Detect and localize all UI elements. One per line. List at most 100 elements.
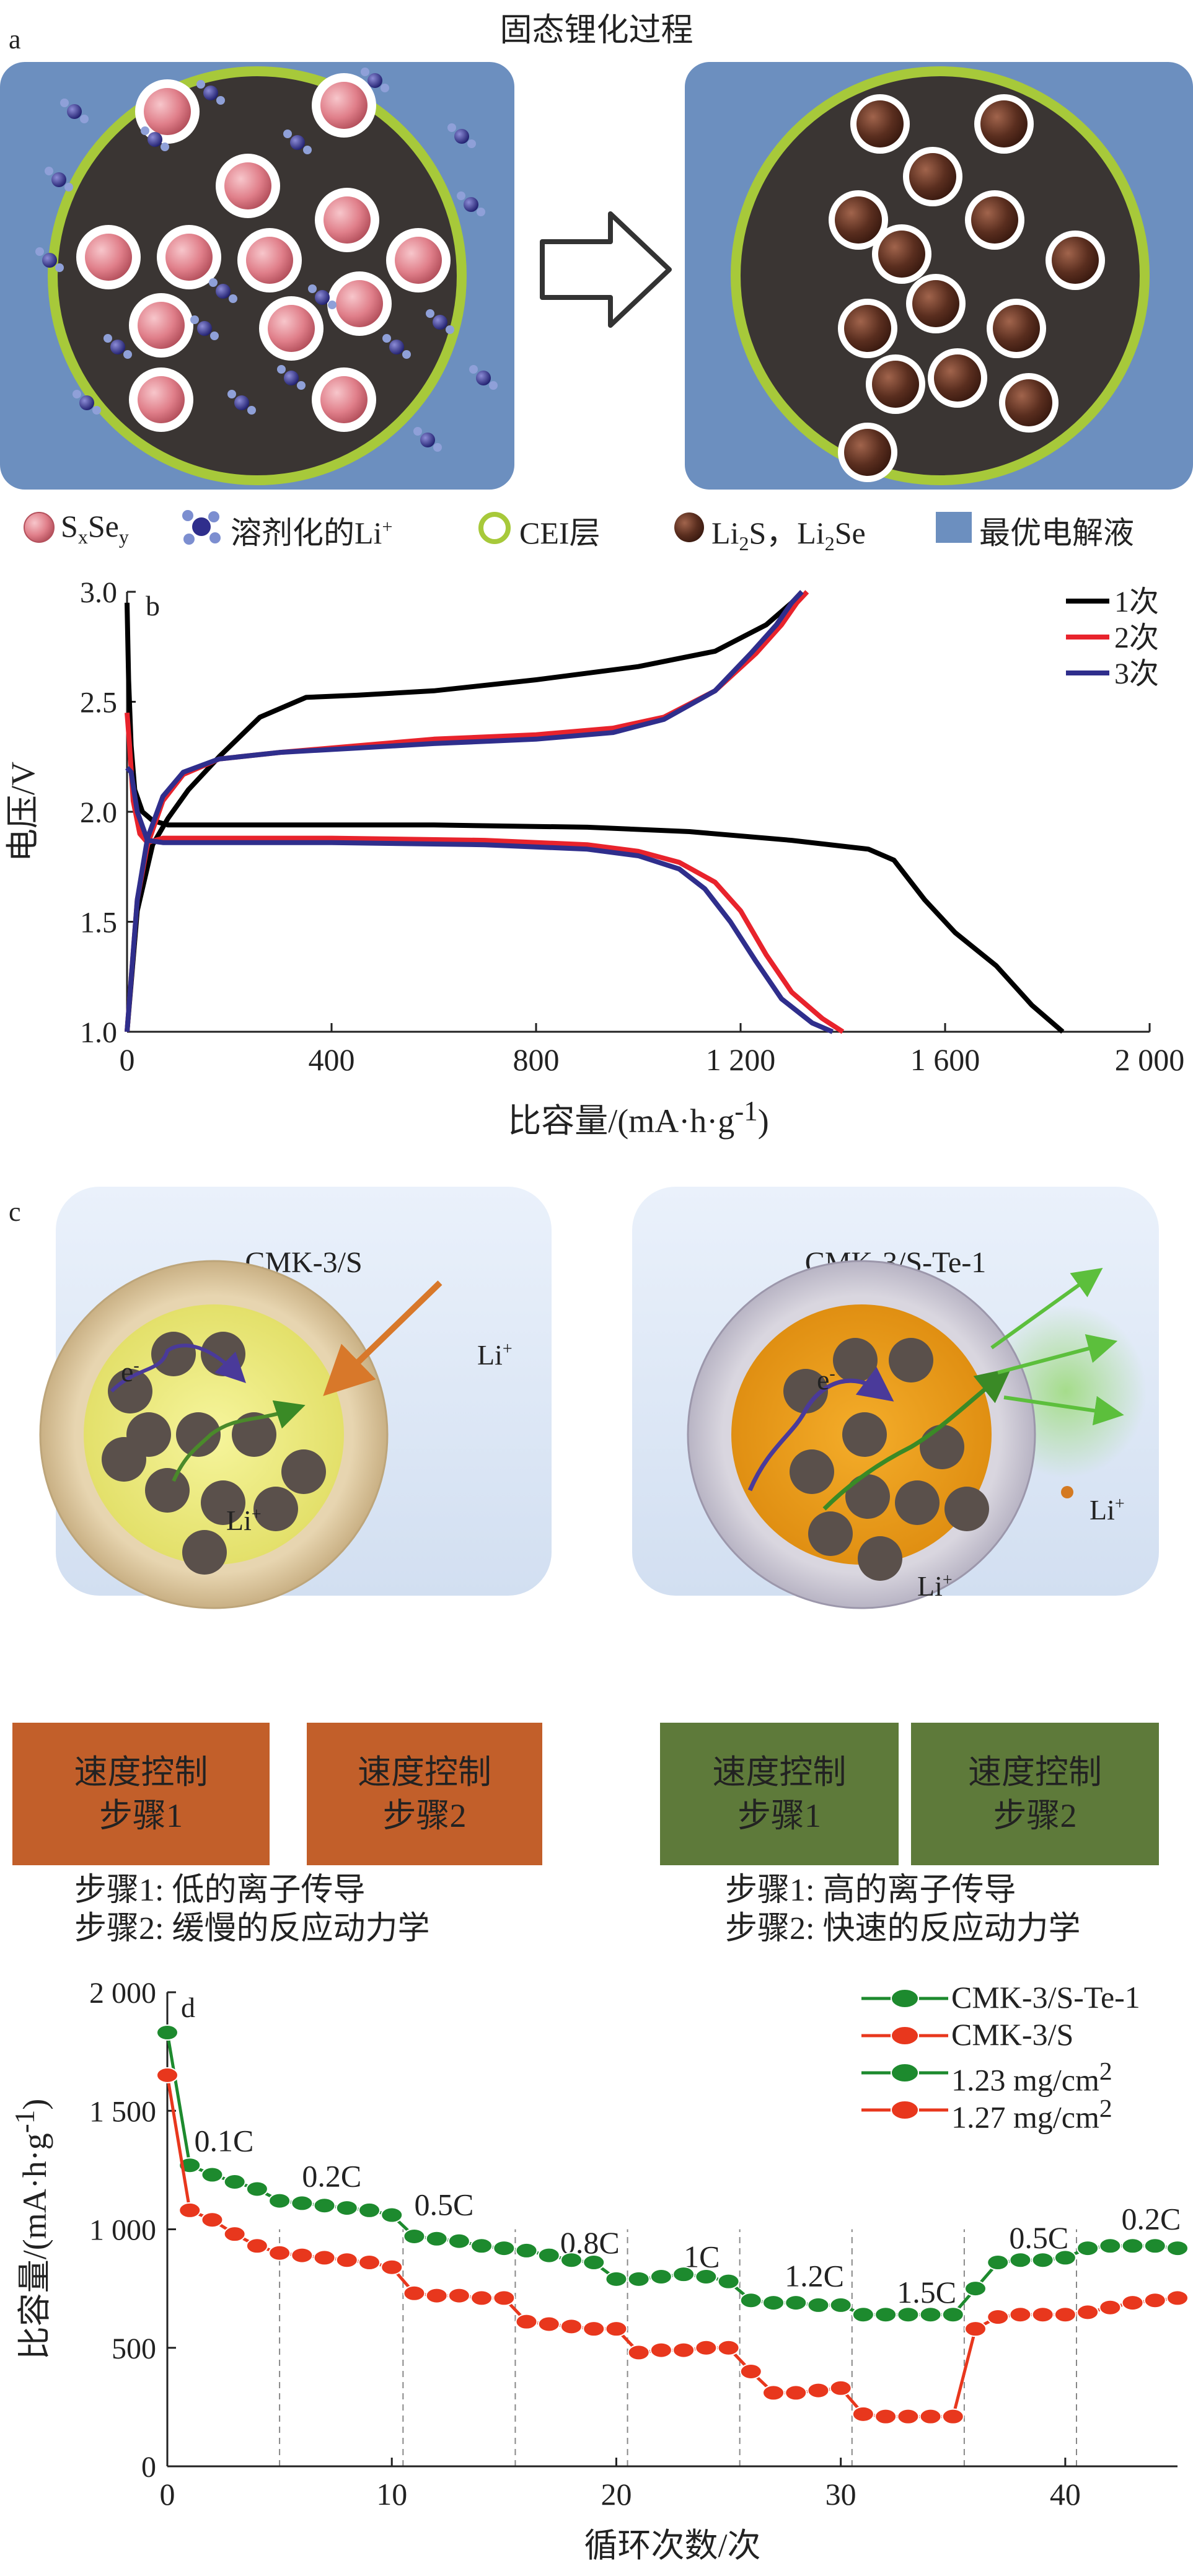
- cmk3ste-pore: [920, 1425, 964, 1469]
- chart-d-series-1-point: [425, 2230, 448, 2247]
- chart-b-voltage-profile: 0 400 800 1 200 1 600 2 000 1.0 1.5 2.0 2.5 3.0 b 比容…: [4, 582, 1184, 1140]
- panel-a-legend: SxSey 溶剂化的Li+ CEI层 Li2S，Li2Se 最优电解液: [0, 502, 1193, 555]
- solvent-dot: [433, 443, 442, 452]
- panel-a-title: 固态锂化过程: [500, 13, 693, 48]
- cmk3s-pore: [182, 1530, 227, 1575]
- solvent-dot: [247, 406, 256, 415]
- chart-d-series-2-point: [245, 2238, 268, 2254]
- chart-b-series-3-discharge: [125, 766, 834, 1034]
- legend-electrolyte-label: 最优电解液: [979, 516, 1134, 550]
- solvated-li-dot: [197, 321, 212, 336]
- solvent-dot: [382, 334, 391, 343]
- solvated-li-dot: [368, 73, 382, 88]
- cmk3s-li-inner-label: Li+: [226, 1505, 262, 1536]
- chart-d-rate-label: 1.5C: [897, 2275, 956, 2310]
- chart-d-series-2-point: [695, 2339, 718, 2356]
- solvated-li-dot: [234, 395, 249, 410]
- chart-d-rate-label: 0.1C: [194, 2123, 253, 2158]
- solvent-dot: [209, 278, 218, 287]
- chart-b-y-tick-label: 1.0: [80, 1016, 117, 1049]
- chart-d-series-2-point: [829, 2380, 852, 2396]
- chart-b-legend-label: 1次: [1114, 586, 1159, 618]
- chart-d-x-tick-label: 0: [160, 2477, 175, 2512]
- cmk3ste-pore: [895, 1480, 940, 1525]
- chart-d-series-2-point: [807, 2382, 830, 2399]
- chart-d-series-2-line: [165, 2075, 1178, 2419]
- li2s-particle: [844, 305, 891, 352]
- solvated-li-dot: [203, 86, 218, 100]
- chart-d-rate-label: 1.2C: [785, 2258, 844, 2293]
- solvent-dot: [297, 381, 306, 390]
- solvated-li-dot: [464, 197, 478, 212]
- li2s-particle: [1005, 379, 1052, 426]
- chart-d-series-1-point: [268, 2192, 291, 2209]
- solvent-dot: [45, 167, 53, 175]
- legend-li2s-icon: [674, 512, 704, 542]
- li2s-particle: [856, 100, 904, 147]
- chart-b-series-1-charge: [125, 590, 804, 1032]
- solvent-dot: [80, 115, 89, 123]
- chart-d-legend-marker: [891, 2100, 919, 2120]
- li2s-particle: [872, 361, 919, 408]
- chart-d-series-2-point: [605, 2321, 628, 2337]
- cmk3s-pore: [253, 1487, 298, 1531]
- cmk3s-pore: [108, 1369, 152, 1413]
- chart-d-legend-label: 1.23 mg/cm2: [951, 2057, 1112, 2098]
- sxsey-particle: [395, 237, 442, 284]
- chart-b-series-2-charge: [125, 590, 809, 1032]
- li2s-particle: [909, 153, 956, 200]
- cmk3s-step-notes: 步骤1: 低的离子传导 步骤2: 缓慢的反应动力学: [74, 1873, 430, 1946]
- cmk3s-li-outer-label: Li+: [477, 1339, 513, 1371]
- li2s-particle: [835, 196, 882, 244]
- solvent-dot: [457, 191, 465, 200]
- chart-d-series-2-point: [335, 2252, 358, 2269]
- li2s-particle: [844, 429, 891, 476]
- chart-b-x-tick-label: 400: [309, 1042, 355, 1077]
- chart-b-y-tick-label: 3.0: [80, 582, 117, 609]
- chart-d-series-1-line: [165, 2032, 1178, 2316]
- solvent-dot: [161, 143, 169, 151]
- chart-d-series-1-point: [156, 2024, 178, 2041]
- chart-d-series-2-point: [987, 2309, 1010, 2326]
- chart-d-x-tick-label: 10: [376, 2477, 407, 2512]
- sxsey-particle: [138, 376, 185, 423]
- chart-d-series-2-point: [1121, 2295, 1144, 2311]
- chart-d-x-tick-label: 30: [825, 2477, 856, 2512]
- solvated-li-dot: [290, 135, 305, 150]
- cmk3s-pore: [232, 1412, 276, 1457]
- chart-d-x-tick-label: 20: [601, 2477, 632, 2512]
- legend-cei-label: CEI层: [519, 516, 601, 550]
- li2s-particle: [971, 196, 1018, 244]
- chart-d-series-1-point: [245, 2181, 268, 2197]
- chart-d-series-1-point: [381, 2207, 403, 2223]
- chart-d-series-1-point: [201, 2166, 224, 2183]
- chart-d-series-1-point: [739, 2292, 762, 2309]
- chart-b-x-axis-label: 比容量/(mA·h·g-1): [508, 1096, 768, 1140]
- panel-c-label: c: [9, 1197, 21, 1227]
- solvent-dot: [303, 146, 312, 154]
- chart-d-series-1-point: [649, 2269, 672, 2285]
- solvent-dot: [35, 247, 44, 256]
- chart-d-rate-performance: 0 10 20 30 40 0 500 1 000 1 500 2 000 d 循环次数/次 比容量/(…: [9, 1977, 1189, 2564]
- chart-b-x-tick-label: 1 200: [706, 1042, 776, 1077]
- cmk3ste-li-outbound-arrows: [990, 1267, 1124, 1426]
- chart-b-y-tick-label: 1.5: [80, 907, 117, 939]
- legend-electrolyte-icon: [936, 512, 972, 543]
- cmk3ste-pore: [833, 1338, 878, 1383]
- chart-b-x-tick-label: 0: [120, 1042, 135, 1077]
- li2s-particle: [1052, 237, 1099, 284]
- solvent-dot: [283, 130, 292, 138]
- sxsey-particles: [76, 73, 451, 432]
- cmk3ste-pore: [944, 1487, 989, 1531]
- solvent-dot: [447, 123, 456, 132]
- sxsey-particle: [320, 376, 368, 423]
- solvated-li-dot: [433, 315, 447, 330]
- cmk3ste-pore: [858, 1536, 902, 1581]
- chart-d-rate-label: 0.5C: [1009, 2220, 1068, 2255]
- solvated-li-dot: [454, 129, 469, 144]
- chart-d-series-1-point: [1166, 2240, 1189, 2257]
- solvent-dot: [277, 365, 286, 374]
- chart-d-y-tick-label: 1 500: [89, 2095, 156, 2128]
- cmk3s-electron-path: [110, 1343, 246, 1393]
- chart-d-series-2-point: [268, 2244, 291, 2261]
